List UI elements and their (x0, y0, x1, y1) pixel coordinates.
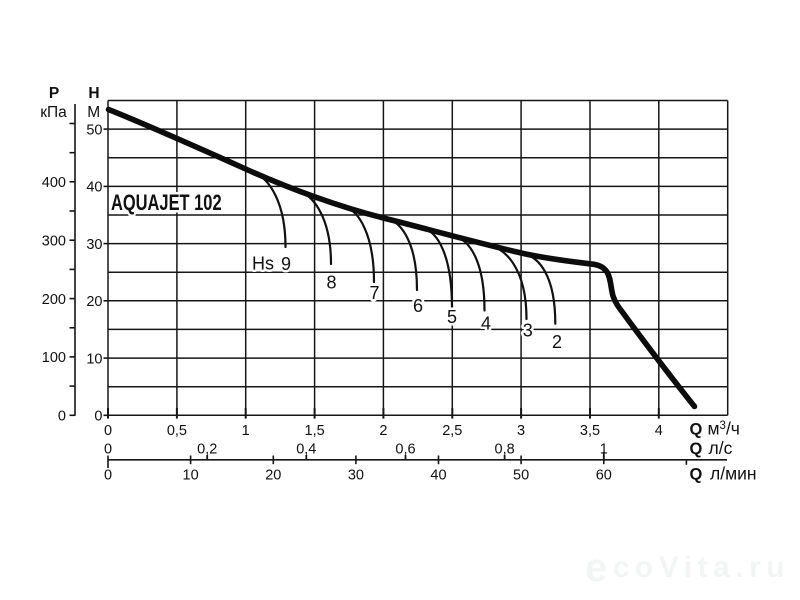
svg-text:4: 4 (481, 313, 491, 333)
svg-text:ecoVita.ru: ecoVita.ru (585, 546, 790, 590)
svg-text:0: 0 (58, 409, 66, 425)
svg-text:20: 20 (86, 294, 102, 310)
svg-text:10: 10 (86, 351, 102, 367)
svg-text:Q: Q (690, 466, 703, 484)
svg-text:200: 200 (42, 292, 66, 308)
svg-text:2,5: 2,5 (442, 423, 462, 439)
svg-text:H: H (88, 85, 99, 102)
svg-text:Q: Q (690, 421, 703, 439)
svg-text:Hs: Hs (252, 254, 274, 274)
svg-text:100: 100 (42, 350, 66, 366)
svg-text:кПа: кПа (40, 104, 67, 121)
svg-text:л/мин: л/мин (710, 464, 757, 484)
svg-text:м3/ч: м3/ч (708, 419, 740, 439)
svg-text:300: 300 (42, 233, 66, 249)
svg-text:P: P (49, 85, 59, 102)
svg-text:М: М (87, 104, 100, 121)
svg-text:2: 2 (379, 423, 387, 439)
svg-text:3: 3 (523, 321, 533, 341)
svg-text:0,5: 0,5 (167, 423, 187, 439)
svg-text:5: 5 (447, 307, 457, 327)
svg-text:3,5: 3,5 (580, 423, 600, 439)
svg-text:8: 8 (326, 273, 336, 293)
svg-text:3: 3 (517, 423, 525, 439)
svg-text:30: 30 (348, 468, 364, 484)
svg-text:0: 0 (104, 442, 112, 458)
svg-text:60: 60 (596, 468, 612, 484)
svg-text:40: 40 (86, 180, 102, 196)
svg-text:0,2: 0,2 (197, 442, 217, 458)
svg-text:AQUAJET 102: AQUAJET 102 (111, 190, 222, 215)
svg-text:50: 50 (86, 122, 102, 138)
svg-text:0,8: 0,8 (495, 442, 515, 458)
svg-text:0: 0 (104, 468, 112, 484)
svg-text:30: 30 (86, 237, 102, 253)
svg-text:50: 50 (513, 468, 529, 484)
svg-text:1: 1 (242, 423, 250, 439)
svg-text:40: 40 (430, 468, 446, 484)
svg-text:9: 9 (281, 254, 291, 274)
svg-text:0,4: 0,4 (296, 442, 316, 458)
svg-text:1: 1 (600, 442, 608, 458)
svg-text:10: 10 (183, 468, 199, 484)
svg-text:7: 7 (369, 283, 379, 303)
svg-text:6: 6 (413, 296, 423, 316)
svg-text:л/с: л/с (709, 438, 733, 458)
svg-text:4: 4 (655, 423, 663, 439)
svg-text:400: 400 (42, 175, 66, 191)
svg-text:0: 0 (94, 409, 102, 425)
svg-text:0,6: 0,6 (395, 442, 415, 458)
svg-text:1,5: 1,5 (305, 423, 325, 439)
svg-text:Q: Q (690, 440, 703, 458)
svg-text:0: 0 (104, 423, 112, 439)
svg-text:2: 2 (552, 332, 562, 352)
svg-text:20: 20 (265, 468, 281, 484)
